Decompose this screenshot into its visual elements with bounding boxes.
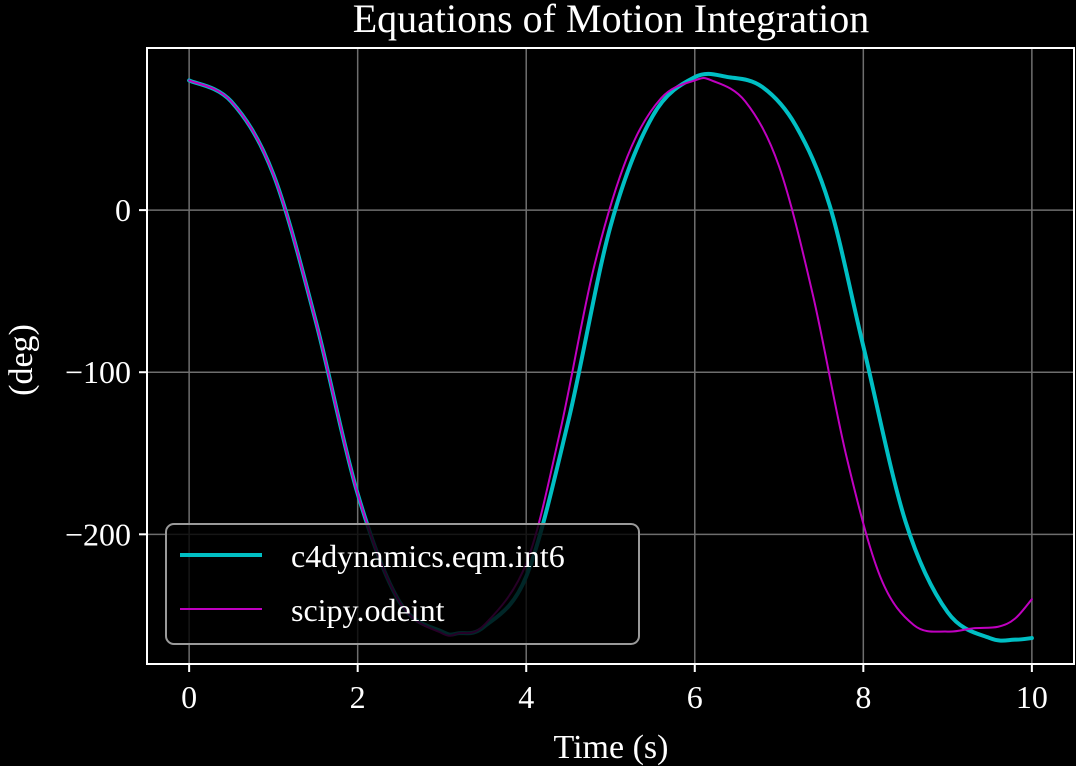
x-tick-label: 8	[855, 679, 871, 715]
legend: c4dynamics.eqm.int6 scipy.odeint	[165, 523, 640, 645]
x-tick-label: 2	[350, 679, 366, 715]
x-tick-label: 4	[518, 679, 534, 715]
y-tick-label: −100	[65, 354, 131, 390]
plot-frame	[146, 47, 1075, 665]
legend-label: scipy.odeint	[291, 592, 445, 628]
y-tick-label: 0	[115, 192, 131, 228]
ticks: 0 2 4 6 8 10 0 −100 −200	[65, 192, 1048, 715]
legend-box	[165, 523, 640, 645]
legend-label: c4dynamics.eqm.int6	[291, 538, 565, 574]
x-tick-label: 0	[181, 679, 197, 715]
series-line	[188, 76, 1033, 637]
chart-title: Equations of Motion Integration	[353, 0, 870, 41]
y-tick-label: −200	[65, 516, 131, 552]
x-tick-label: 10	[1016, 679, 1048, 715]
x-tick-label: 6	[687, 679, 703, 715]
x-axis-label: Time (s)	[554, 729, 669, 766]
series-layer	[187, 71, 1034, 643]
y-axis-label: (deg)	[3, 324, 40, 396]
